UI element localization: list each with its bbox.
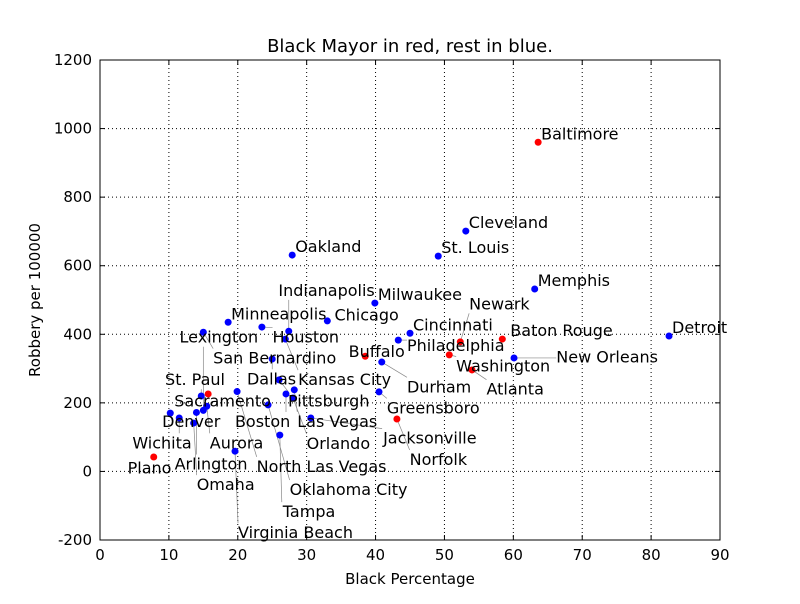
- point-label: Milwaukee: [378, 285, 462, 304]
- y-tick-label: 1200: [54, 51, 92, 69]
- x-tick-label: 20: [228, 546, 247, 564]
- x-tick-label: 90: [710, 546, 729, 564]
- point-label: Dallas: [247, 369, 296, 388]
- point-label: St. Louis: [441, 238, 509, 257]
- data-point: [376, 388, 383, 395]
- point-labels: Baltimore Cleveland St. Louis Oakland Memphi…: [128, 124, 728, 542]
- y-tick-label: 0: [82, 462, 92, 480]
- point-label: Tampa: [282, 502, 335, 521]
- point-label: North Las Vegas: [257, 457, 387, 476]
- point-label: Cleveland: [469, 213, 548, 232]
- point-label: Baltimore: [541, 124, 618, 143]
- point-label: Indianapolis: [278, 281, 374, 300]
- point-label: St. Paul: [165, 370, 225, 389]
- point-label: New Orleans: [556, 348, 658, 367]
- y-tick-label: 400: [63, 325, 92, 343]
- point-label: Houston: [273, 328, 340, 347]
- point-label: Washington: [456, 356, 550, 375]
- point-label: Chicago: [334, 306, 398, 325]
- point-label: San Bernardino: [213, 349, 336, 368]
- data-point: [276, 432, 283, 439]
- point-label: Pittsburgh: [288, 391, 370, 410]
- y-tick-label: 1000: [54, 120, 92, 138]
- y-axis-label: Robbery per 100000: [26, 223, 44, 377]
- x-tick-label: 30: [297, 546, 316, 564]
- point-label: Cincinnati: [413, 315, 493, 334]
- y-tick-label: 200: [63, 394, 92, 412]
- chart-title: Black Mayor in red, rest in blue.: [267, 36, 553, 57]
- x-tick-label: 60: [504, 546, 523, 564]
- data-point: [258, 324, 265, 331]
- point-label: Baton Rouge: [510, 321, 612, 340]
- point-label: Wichita: [132, 433, 191, 452]
- point-label: Norfolk: [410, 450, 468, 469]
- point-label: Boston: [235, 412, 290, 431]
- point-label: Sacramento: [174, 391, 271, 410]
- point-label: Memphis: [538, 271, 610, 290]
- x-tick-label: 0: [95, 546, 105, 564]
- y-tick-label: 600: [63, 257, 92, 275]
- point-label: Denver: [162, 412, 221, 431]
- point-label: Las Vegas: [297, 412, 377, 431]
- point-label: Oklahoma City: [290, 480, 408, 499]
- y-tick-label: -200: [58, 531, 92, 549]
- point-label: Lexington: [180, 328, 259, 347]
- point-label: Arlington: [175, 455, 248, 474]
- point-label: Atlanta: [486, 380, 543, 399]
- point-label: Minneapolis: [231, 304, 326, 323]
- point-label: Jacksonville: [382, 429, 477, 448]
- point-label: Omaha: [197, 475, 255, 494]
- x-tick-label: 40: [366, 546, 385, 564]
- point-label: Greensboro: [387, 398, 480, 417]
- point-label: Newark: [469, 294, 530, 313]
- point-label: Orlando: [307, 434, 371, 453]
- y-tick-label: 800: [63, 188, 92, 206]
- point-label: Philadelphia: [407, 336, 504, 355]
- point-label: Oakland: [295, 237, 361, 256]
- point-label: Buffalo: [349, 342, 405, 361]
- point-label: Aurora: [210, 433, 263, 452]
- x-tick-label: 50: [435, 546, 454, 564]
- point-label: Durham: [407, 377, 471, 396]
- point-label: Plano: [128, 458, 172, 477]
- x-axis-label: Black Percentage: [345, 570, 475, 588]
- x-tick-label: 10: [159, 546, 178, 564]
- x-tick-label: 70: [573, 546, 592, 564]
- point-label: Kansas City: [298, 370, 391, 389]
- point-label: Virginia Beach: [238, 523, 353, 542]
- x-tick-label: 80: [642, 546, 661, 564]
